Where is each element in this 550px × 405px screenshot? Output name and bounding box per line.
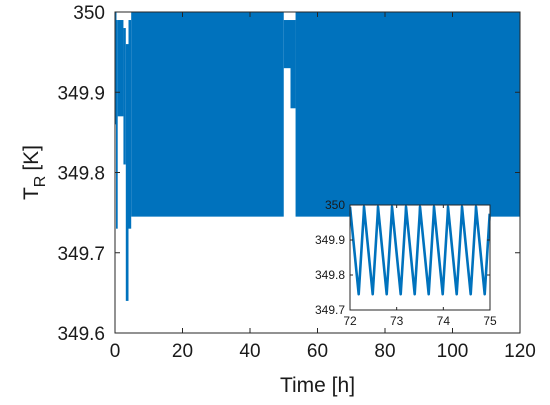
main-x-tick-label: 60 <box>307 341 328 362</box>
main-series-band <box>125 44 129 301</box>
main-series-band <box>115 12 117 125</box>
x-axis-label: Time [h] <box>280 374 355 397</box>
main-x-axis: 0 20 40 60 80 100 120 <box>110 12 536 362</box>
inset-x-tick-label: 74 <box>437 314 451 328</box>
main-x-tick-label: 100 <box>437 341 469 362</box>
main-x-tick-label: 120 <box>504 341 536 362</box>
inset-plot: 72 73 74 75 349.7 349.8 349.9 350 <box>315 198 497 328</box>
main-y-tick-label: 349.8 <box>57 164 105 185</box>
main-series-band <box>295 12 520 217</box>
main-y-axis: 349.6 349.7 349.8 349.9 350 <box>57 3 520 345</box>
main-series-band <box>283 20 291 69</box>
main-y-tick-label: 349.7 <box>57 244 105 265</box>
main-x-tick-label: 40 <box>239 341 260 362</box>
main-plot: 0 20 40 60 80 100 120 349.6349.7349.8349.9350 … <box>20 3 536 397</box>
main-y-tick-label: 349.6 <box>57 324 105 345</box>
main-series-band <box>128 20 132 229</box>
inset-x-tick-label: 72 <box>343 314 357 328</box>
main-x-tick-label: 80 <box>374 341 395 362</box>
svg-text:TR[K]: TR [K] <box>20 145 49 200</box>
main-series-band <box>123 28 126 165</box>
main-series-band <box>116 20 118 229</box>
main-series-band <box>131 12 284 217</box>
inset-plot-frame <box>349 204 491 311</box>
inset-y-tick-label: 350 <box>325 198 345 212</box>
inset-x-axis: 72 73 74 75 <box>343 205 497 328</box>
inset-series-line <box>348 205 491 296</box>
main-series-line <box>115 12 520 301</box>
inset-x-tick-label: 73 <box>390 314 404 328</box>
main-y-tick-label: 349.9 <box>57 83 105 104</box>
inset-y-tick-label: 349.7 <box>315 303 345 317</box>
y-axis-label-subscript: R <box>32 176 49 188</box>
y-axis-label-symbol: T <box>20 187 43 200</box>
y-axis-label-unit: [K] <box>20 145 43 171</box>
main-y-tick-label: 350 <box>73 3 105 24</box>
main-x-tick-label: 20 <box>172 341 193 362</box>
inset-x-tick-label: 75 <box>483 314 497 328</box>
main-x-tick-label: 0 <box>110 341 121 362</box>
main-series-band <box>290 20 296 109</box>
inset-y-tick-label: 349.8 <box>315 268 345 282</box>
inset-y-tick-label: 349.9 <box>315 233 345 247</box>
inset-y-axis: 349.7 349.8 349.9 350 <box>315 198 490 317</box>
y-axis-label: TR [K] <box>20 145 49 200</box>
inset-series-path <box>348 205 491 296</box>
main-series-band <box>117 20 124 117</box>
